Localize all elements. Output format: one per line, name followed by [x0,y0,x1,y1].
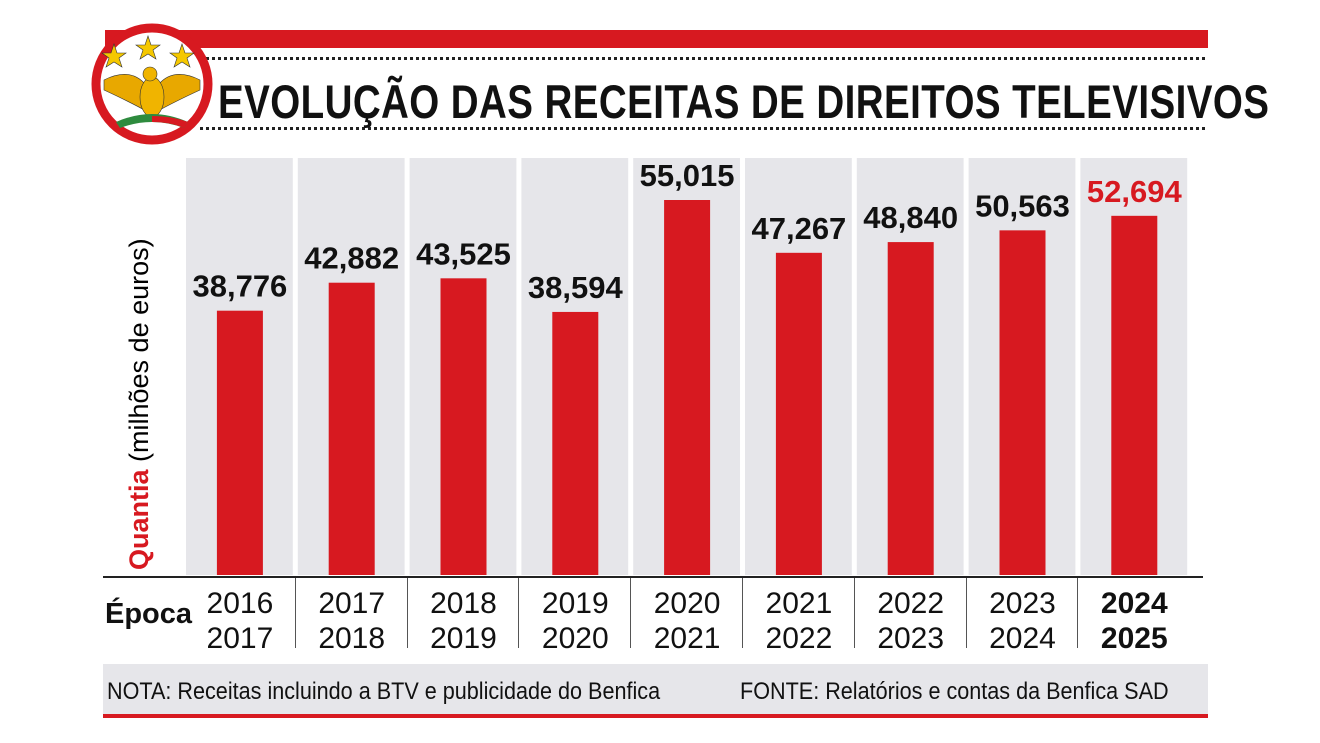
x-tick-label: 2019 2020 [519,586,631,656]
tick-separator [742,578,743,648]
x-tick-label: 2018 2019 [408,586,520,656]
x-tick-label-line: 2024 [1100,587,1168,620]
tick-separator [853,578,855,648]
x-tick-label-line: 2022 [765,622,833,655]
x-tick-label-line: 2017 [206,622,274,655]
footer-source: FONTE: Relatórios e contas da Benfica SA… [740,678,1169,705]
x-tick-label: 2017 2018 [296,586,408,656]
tick-separator [518,578,520,648]
x-tick-label-line: 2021 [765,587,833,620]
footer: NOTA: Receitas incluindo a BTV e publici… [103,664,1208,718]
bar [999,230,1046,576]
x-tick-label: 2022 2023 [855,586,967,656]
bar [664,200,711,575]
x-tick-label-line: 2019 [541,587,609,620]
x-tick-label-line: 2022 [877,587,945,620]
data-label: 43,525 [416,236,511,271]
x-tick-label-line: 2018 [430,587,497,620]
x-tick-label-line: 2020 [541,622,609,655]
x-axis-line [103,576,1203,578]
footer-note: NOTA: Receitas incluindo a BTV e publici… [107,678,661,705]
x-tick-label: 2020 2021 [631,586,743,656]
data-label: 47,267 [751,211,846,246]
x-tick-label-line: 2023 [989,587,1056,620]
bar [1111,215,1158,575]
x-tick-label-line: 2020 [653,587,721,620]
data-label: 50,563 [975,188,1070,223]
x-tick-label-line: 2016 [206,587,274,620]
x-tick-label-line: 2025 [1100,622,1168,655]
x-tick-label-line: 2018 [318,622,386,655]
data-label: 48,840 [863,200,958,235]
x-tick-label-line: 2017 [318,587,386,620]
bar [328,282,375,575]
data-label: 52,694 [1087,174,1183,209]
tick-separator [630,578,632,648]
data-label: 42,882 [304,241,399,276]
tick-separator [406,578,408,648]
tick-separator [965,578,967,648]
bar [440,278,487,575]
x-tick-label-line: 2021 [653,622,721,655]
chart-title: EVOLUÇÃO DAS RECEITAS DE DIREITOS TELEVI… [218,75,1270,128]
bar [552,311,599,575]
dotted-divider [200,57,1205,60]
tick-separator [1077,578,1079,648]
tick-separator [294,578,296,648]
data-label: 38,594 [528,270,624,305]
x-tick-label: 2016 2017 [184,586,296,656]
dotted-divider [200,127,1205,130]
x-tick-label-line: 2024 [989,622,1056,655]
x-tick-label-line: 2019 [430,622,497,655]
x-axis-label: Época [105,598,193,630]
x-tick-label: 2023 2024 [967,586,1079,656]
bar [887,242,934,575]
bar [775,252,822,575]
bar [216,310,263,575]
x-tick-label-line: 2023 [877,622,945,655]
x-tick-label: 2021 2022 [743,586,855,656]
data-label: 38,776 [192,269,287,304]
x-tick-label: 2024 2025 [1078,586,1190,656]
benfica-crest-logo [91,23,213,145]
top-red-bar [105,30,1208,48]
data-label: 55,015 [640,158,735,193]
